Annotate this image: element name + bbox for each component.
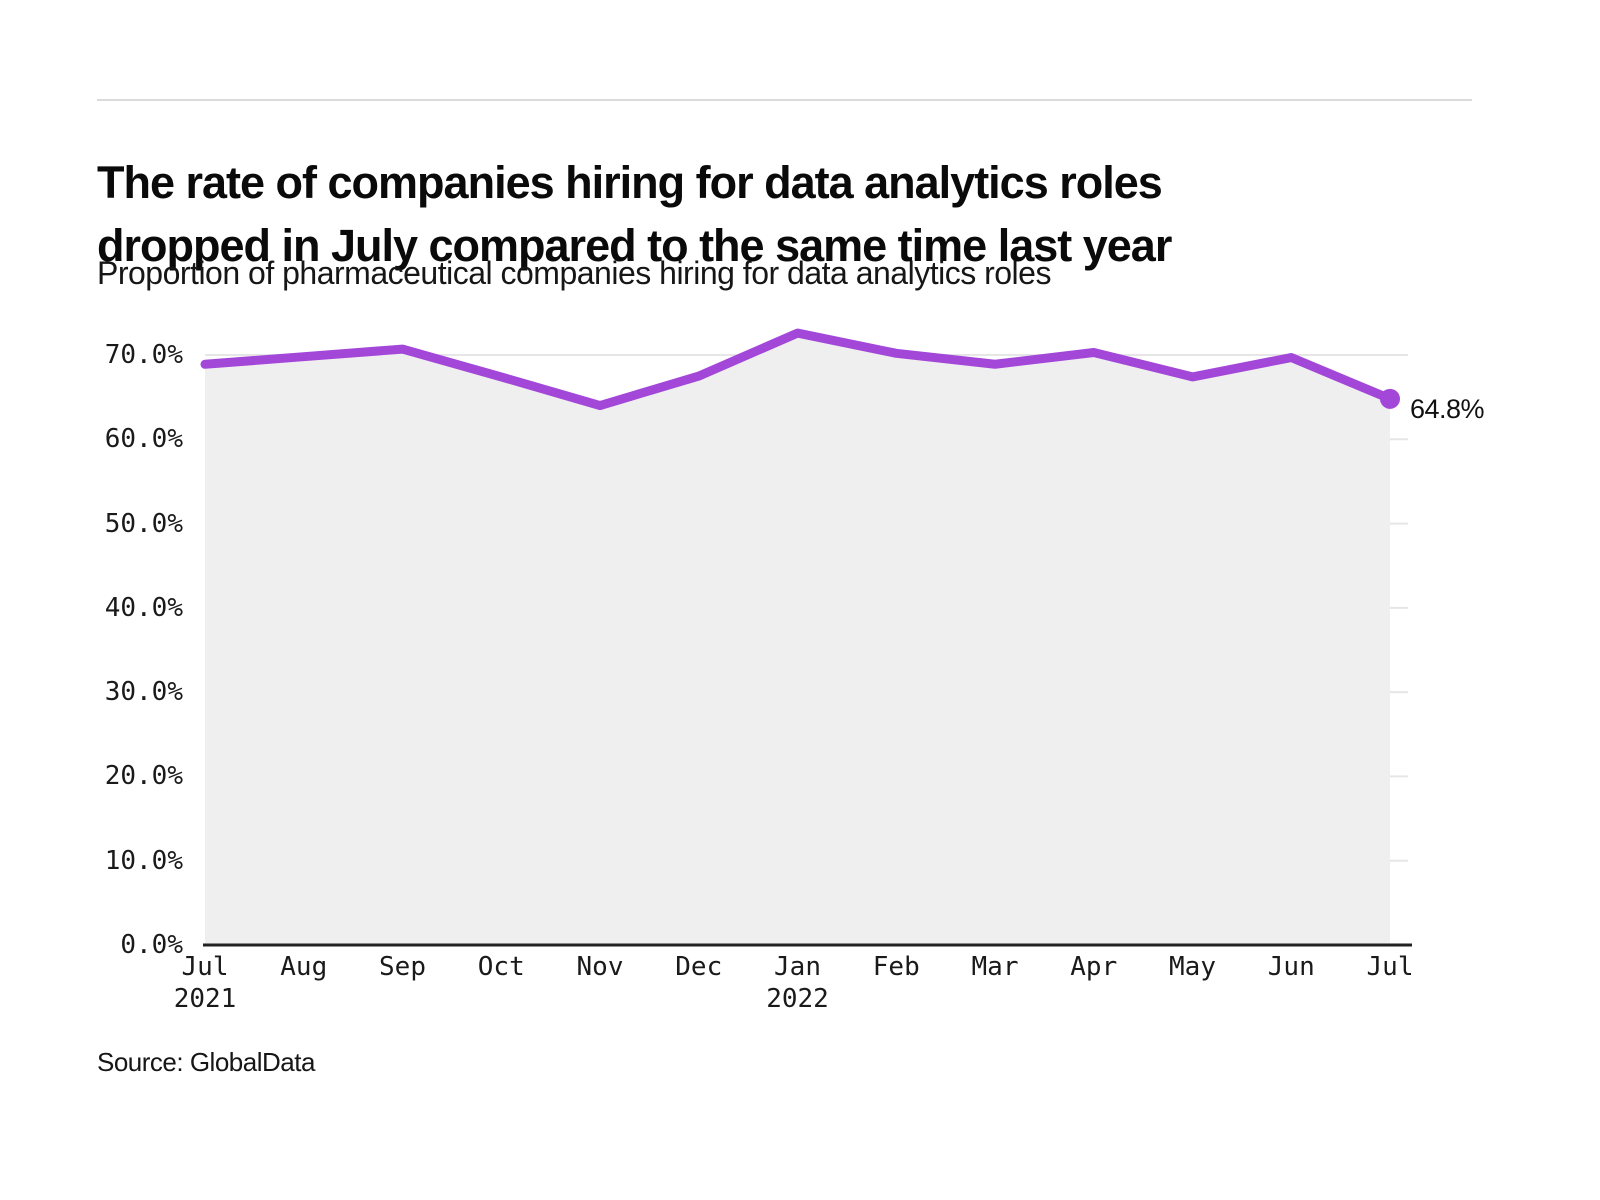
page-title: The rate of companies hiring for data an…	[97, 151, 1517, 277]
x-tick-label: Jul	[1366, 952, 1414, 982]
x-tick-label: May	[1169, 952, 1216, 982]
chart-subtitle: Proportion of pharmaceutical companies h…	[97, 255, 1051, 291]
y-tick-label: 50.0%	[104, 508, 183, 539]
x-tick-label: Sep	[379, 952, 426, 982]
y-tick-label: 60.0%	[104, 424, 183, 455]
end-value-label: 64.8%	[1410, 394, 1485, 424]
top-rule	[97, 99, 1472, 101]
y-tick-label: 30.0%	[104, 677, 183, 708]
x-tick-label: Feb	[872, 952, 920, 982]
x-tick-label: Dec	[675, 952, 723, 982]
x-tick-label: Nov	[576, 952, 624, 982]
y-tick-label: 20.0%	[104, 761, 183, 792]
end-point-dot	[1380, 388, 1400, 409]
y-tick-label: 10.0%	[104, 845, 183, 876]
y-tick-label: 0.0%	[120, 930, 183, 960]
y-tick-label: 40.0%	[104, 592, 183, 623]
page-title-line-2: dropped in July compared to the same tim…	[97, 220, 1172, 272]
x-tick-label: Jan	[774, 952, 821, 982]
x-tick-label: Oct	[477, 952, 525, 982]
x-tick-label: Jun	[1267, 952, 1315, 982]
x-year-label: 2022	[766, 984, 829, 1014]
source-text: Source: GlobalData	[97, 1047, 315, 1077]
x-tick-label: Apr	[1070, 952, 1118, 982]
y-tick-label: 70.0%	[104, 340, 183, 370]
page-title-line-1: The rate of companies hiring for data an…	[97, 157, 1163, 209]
data-line	[200, 328, 1395, 411]
area-fill	[205, 333, 1390, 946]
x-tick-label: Jul	[181, 952, 229, 982]
x-year-label: 2021	[173, 984, 237, 1014]
x-tick-label: Mar	[971, 952, 1019, 982]
x-tick-label: Aug	[280, 952, 328, 982]
